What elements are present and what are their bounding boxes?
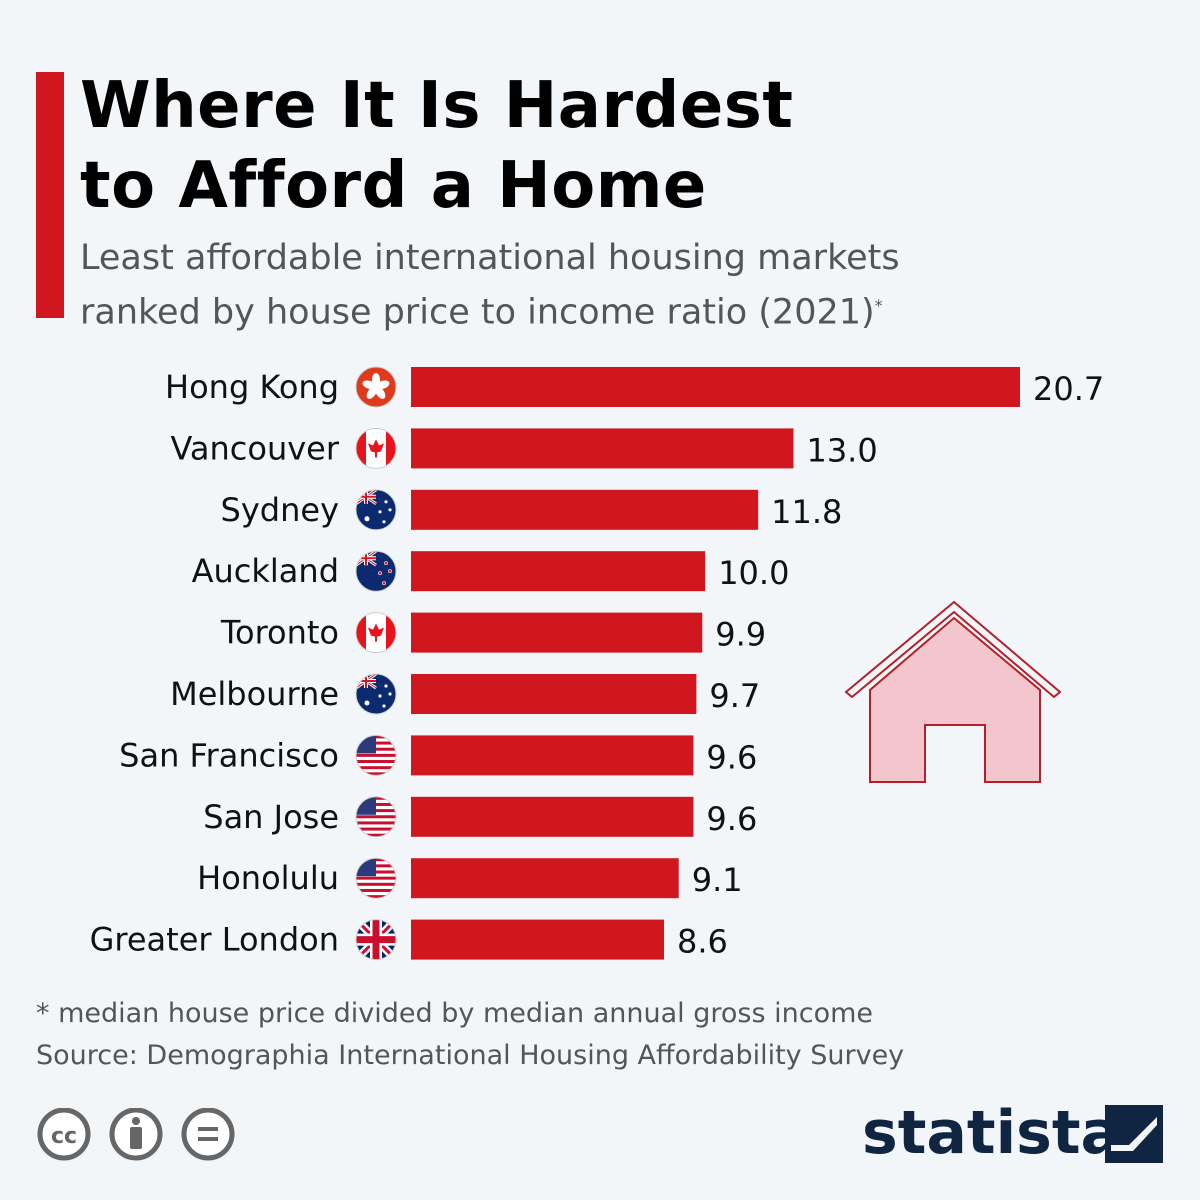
value-label: 9.1	[692, 861, 743, 899]
bar	[411, 919, 665, 960]
flag-uk-icon	[355, 919, 397, 961]
title-line-1: Where It Is Hardest	[80, 69, 794, 143]
chart-title: Where It Is Hardest to Afford a Home	[80, 66, 793, 226]
category-label: Sydney	[221, 491, 339, 529]
subtitle-marker: *	[874, 296, 883, 315]
bar	[411, 796, 694, 837]
bar	[411, 858, 679, 899]
notes: * median house price divided by median a…	[36, 993, 904, 1077]
flag-australia-icon	[355, 673, 397, 715]
accent-bar	[36, 72, 64, 318]
category-label: Hong Kong	[165, 368, 339, 406]
flag-australia-icon	[355, 489, 397, 531]
cc-icon[interactable]: cc	[37, 1108, 91, 1161]
flag-usa-icon	[355, 796, 397, 838]
category-label: Auckland	[192, 552, 339, 590]
category-label: Honolulu	[197, 859, 339, 897]
category-label: Vancouver	[170, 429, 339, 467]
bar	[411, 367, 1020, 407]
flag-canada-icon	[355, 427, 397, 469]
svg-text:cc: cc	[51, 1124, 77, 1149]
flag-canada-icon	[355, 612, 397, 654]
value-label: 9.7	[709, 677, 760, 715]
bar	[411, 612, 703, 653]
bar	[411, 428, 794, 469]
house-icon	[844, 600, 1062, 783]
value-label: 9.6	[706, 738, 757, 776]
footnote: * median house price divided by median a…	[36, 998, 874, 1029]
category-label: Melbourne	[170, 675, 339, 713]
bar-chart: Hong Kong 20.7 Vancouver 13.0 Sydney 11.8 Auck…	[90, 366, 1104, 961]
title-line-2: to Afford a Home	[80, 149, 707, 223]
chart-subtitle: Least affordable international housing m…	[80, 234, 900, 337]
value-label: 11.8	[771, 493, 842, 531]
subtitle-line-1: Least affordable international housing m…	[80, 238, 900, 278]
bar	[411, 735, 694, 776]
value-label: 20.7	[1033, 370, 1104, 408]
value-label: 9.9	[715, 616, 766, 654]
license-icons: cc	[37, 1108, 235, 1161]
no-derivatives-icon[interactable]	[181, 1108, 235, 1161]
category-label: Greater London	[90, 921, 339, 959]
attribution-icon[interactable]	[109, 1108, 163, 1161]
value-label: 13.0	[806, 431, 877, 469]
flag-hong-kong-icon	[355, 366, 397, 408]
flag-new-zealand-icon	[355, 550, 397, 592]
value-label: 10.0	[718, 554, 789, 592]
category-label: San Jose	[203, 798, 339, 836]
statista-logo: statista	[862, 1098, 1122, 1168]
bar	[411, 489, 759, 530]
bar	[411, 551, 706, 592]
bar	[411, 674, 697, 714]
source: Source: Demographia International Housin…	[36, 1040, 905, 1071]
value-label: 8.6	[677, 923, 728, 961]
category-label: San Francisco	[119, 736, 339, 774]
flag-usa-icon	[355, 857, 397, 899]
subtitle-line-2: ranked by house price to income ratio (2…	[80, 292, 875, 333]
value-label: 9.6	[706, 800, 757, 838]
flag-usa-icon	[355, 734, 397, 776]
category-label: Toronto	[220, 614, 339, 652]
statista-logo-mark	[1105, 1105, 1163, 1163]
